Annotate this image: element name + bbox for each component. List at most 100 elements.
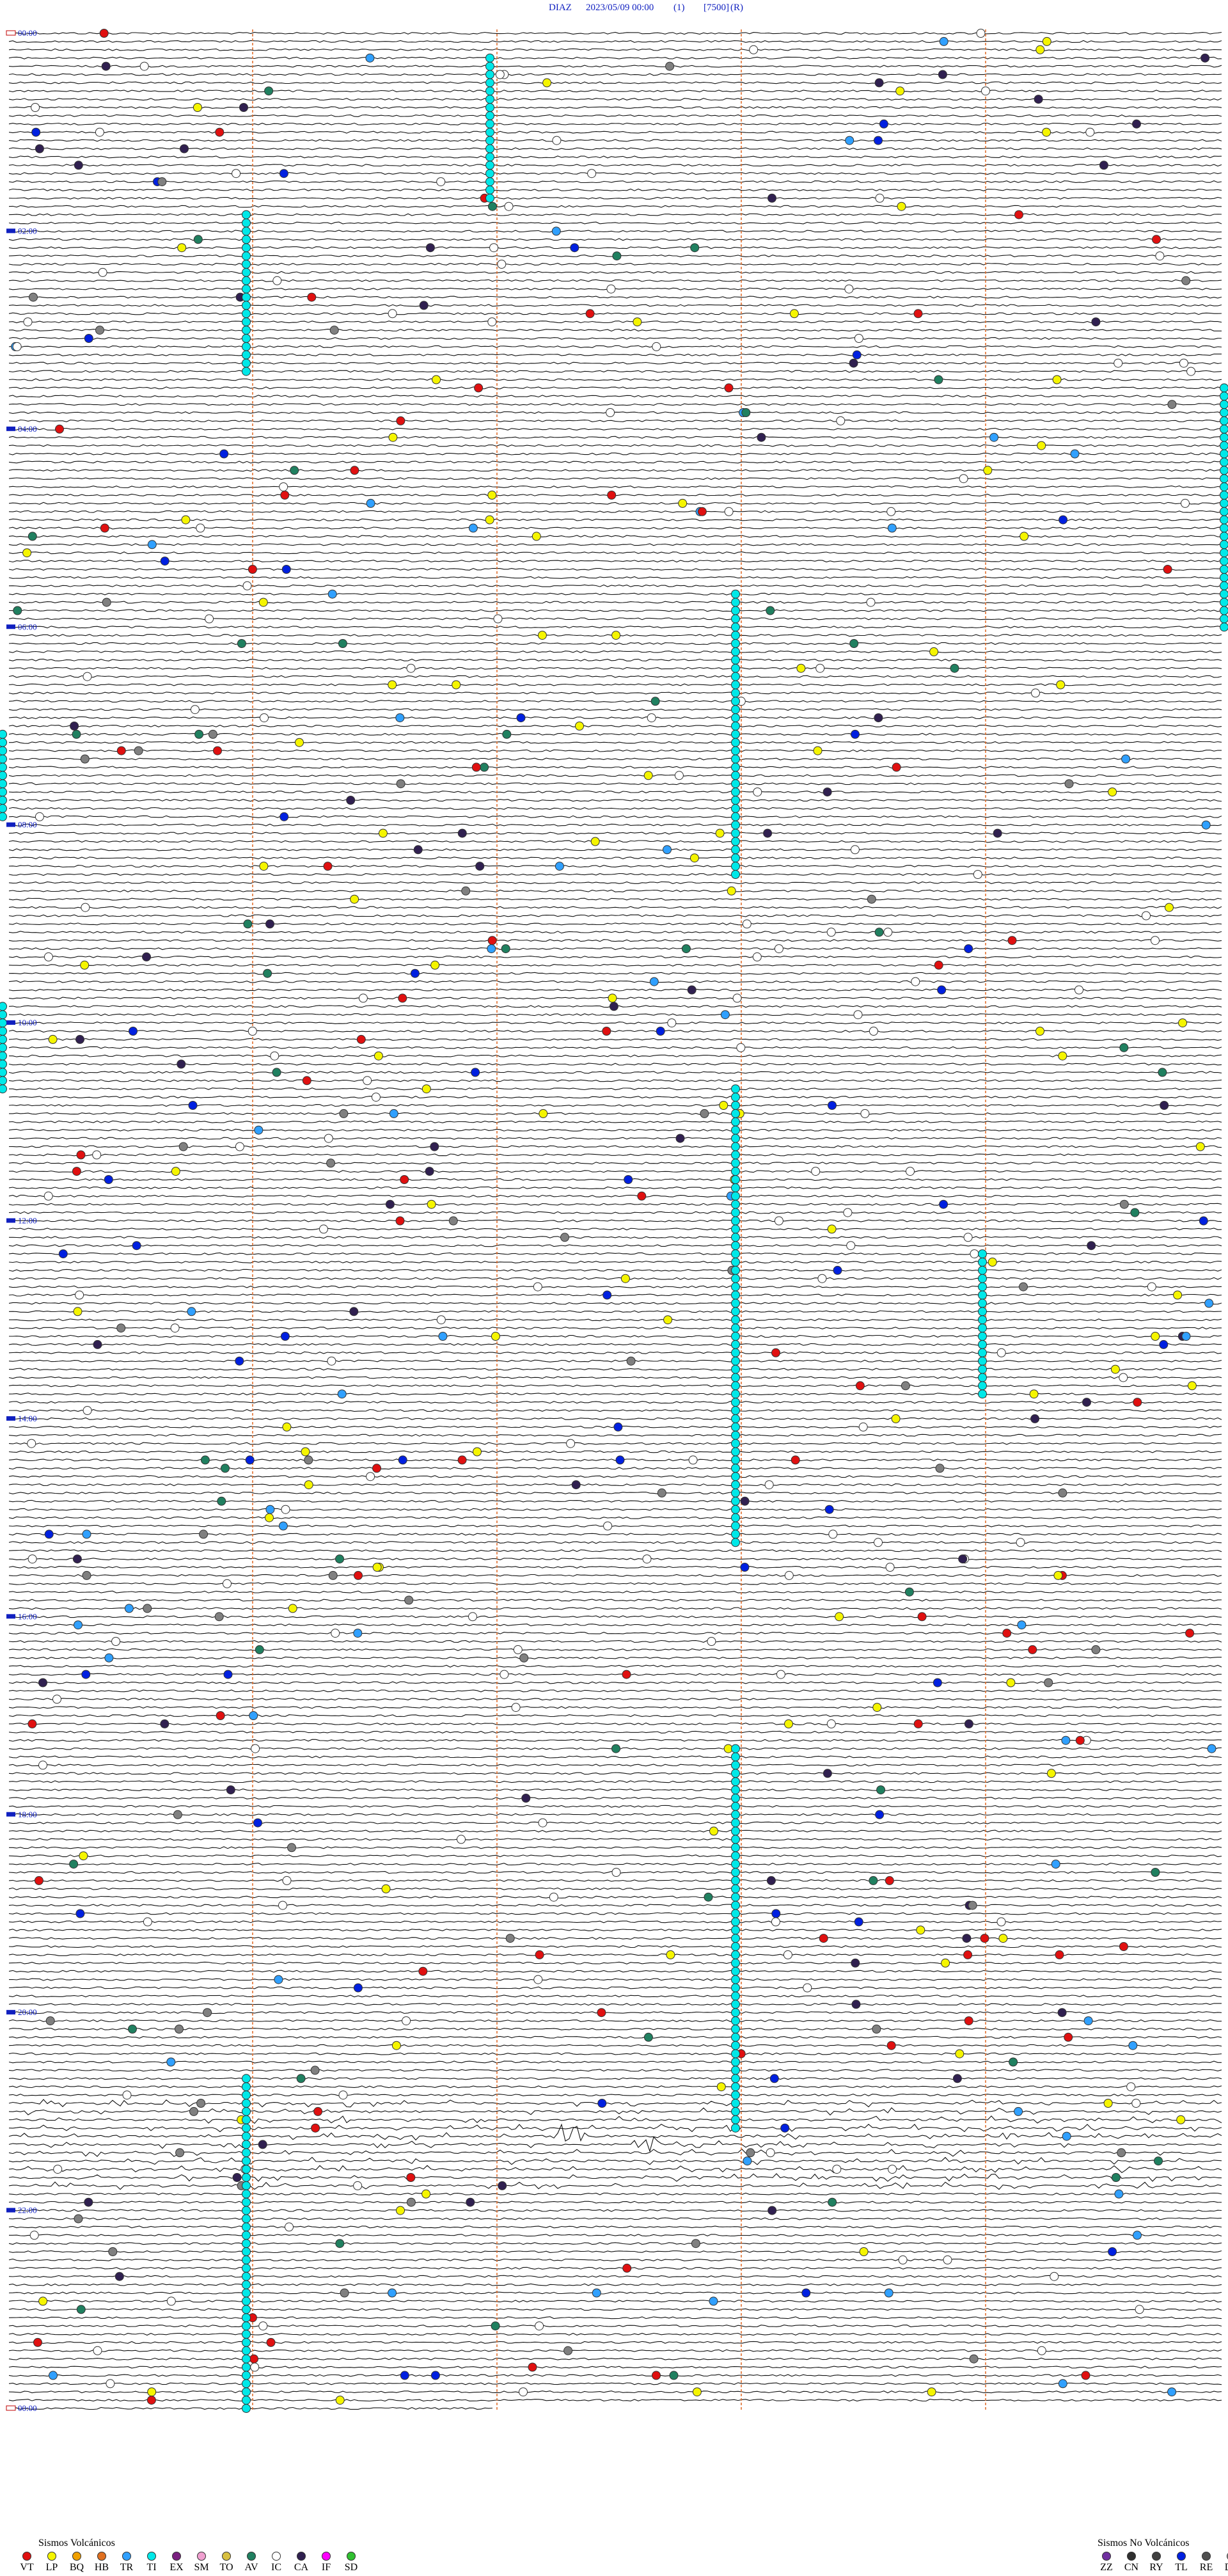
event <box>727 886 736 896</box>
event <box>731 1505 740 1514</box>
event <box>242 2321 251 2331</box>
event <box>388 680 397 690</box>
event <box>177 1059 186 1069</box>
event <box>1187 1381 1197 1391</box>
event <box>1103 2099 1113 2108</box>
event <box>688 1455 698 1465</box>
event <box>33 2337 42 2347</box>
trace <box>8 436 1222 439</box>
event <box>58 1249 68 1259</box>
trace <box>8 626 1222 629</box>
event <box>731 1265 740 1275</box>
trace <box>8 1533 1222 1536</box>
event <box>731 1447 740 1457</box>
trace <box>8 906 1222 909</box>
event <box>1179 358 1188 368</box>
event <box>189 2106 198 2116</box>
event <box>665 61 675 71</box>
event <box>251 1744 260 1753</box>
trace <box>8 1524 1222 1528</box>
trace <box>8 1689 1222 1693</box>
trace <box>8 1211 1222 1214</box>
trace <box>8 1574 1222 1577</box>
event <box>844 284 854 294</box>
event <box>187 1307 196 1316</box>
event <box>934 960 943 970</box>
hour-tick <box>6 1218 15 1223</box>
event <box>731 1332 740 1341</box>
event <box>75 1034 84 1044</box>
event <box>0 812 7 821</box>
event <box>731 1455 740 1465</box>
event <box>84 2197 93 2207</box>
hour-label: 14:00 <box>18 1414 37 1423</box>
event <box>970 1249 979 1259</box>
event <box>466 2197 475 2207</box>
event <box>398 1455 407 1465</box>
trace <box>8 304 1222 307</box>
event <box>260 713 269 723</box>
event <box>1110 1364 1120 1374</box>
event <box>1009 2057 1018 2067</box>
trace <box>8 732 1222 736</box>
hour-labels: 00:00 02:00 04:00 06:00 08:00 10:00 12:00 14:00… <box>6 28 37 2413</box>
event <box>255 1645 264 1654</box>
event <box>876 1785 886 1795</box>
event <box>205 614 214 624</box>
event <box>981 86 990 96</box>
hour-tick <box>6 1812 15 1817</box>
trace <box>8 1458 1222 1462</box>
trace <box>8 1071 1222 1074</box>
channel: (1) <box>673 3 685 13</box>
trace <box>8 2115 1222 2124</box>
event <box>996 1917 1006 1927</box>
trace <box>8 1343 1222 1346</box>
event <box>215 127 224 137</box>
event <box>374 1051 383 1061</box>
event <box>845 136 854 145</box>
event <box>242 2255 251 2264</box>
event <box>485 144 494 154</box>
event <box>28 532 37 541</box>
event <box>767 2206 777 2215</box>
event <box>872 2025 881 2034</box>
trace <box>8 749 1222 752</box>
event <box>650 697 660 706</box>
event <box>139 61 149 71</box>
event <box>891 1414 901 1423</box>
trace <box>8 2027 1222 2031</box>
legend-title: Sismos No Volcánicos <box>1098 2538 1189 2548</box>
event <box>43 952 53 961</box>
event <box>731 1191 740 1201</box>
event <box>700 1109 709 1118</box>
trace <box>8 1095 1222 1099</box>
event <box>731 1290 740 1300</box>
event <box>854 1917 863 1927</box>
event <box>826 928 836 937</box>
event <box>731 862 740 871</box>
event <box>1181 498 1190 508</box>
event <box>0 746 7 755</box>
event <box>731 2099 740 2108</box>
event <box>913 1719 923 1728</box>
event <box>1062 2131 1071 2141</box>
event <box>521 1794 531 1803</box>
event <box>258 597 268 607</box>
event <box>331 1629 340 1638</box>
event <box>731 738 740 747</box>
event <box>69 1860 79 1869</box>
event <box>1220 515 1228 525</box>
event <box>497 260 507 269</box>
event <box>92 1150 102 1160</box>
event <box>1035 1027 1044 1036</box>
event <box>566 1439 576 1448</box>
event <box>242 2181 251 2190</box>
trace <box>8 188 1222 191</box>
trace <box>8 1268 1222 1272</box>
trace <box>8 130 1222 134</box>
event <box>263 968 272 978</box>
event <box>939 36 949 46</box>
event <box>774 944 783 954</box>
event <box>731 1381 740 1391</box>
